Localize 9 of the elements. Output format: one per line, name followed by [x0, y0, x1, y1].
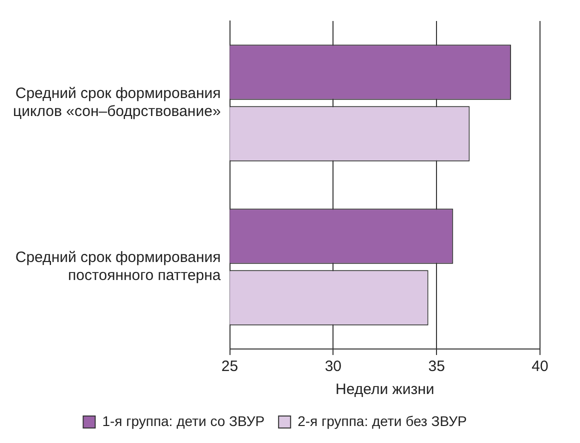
- x-tick-label: 40: [532, 358, 548, 376]
- x-axis-title: Недели жизни: [336, 381, 434, 398]
- legend-label: 2-я группа: дети без ЗВУР: [298, 412, 467, 429]
- y-tick-label: Средний срок формирования циклов «сон–бодрствование»: [13, 85, 221, 120]
- x-tick-label: 30: [324, 358, 342, 376]
- legend-label: 1-я группа: дети со ЗВУР: [102, 412, 265, 429]
- x-tick-label: 25: [221, 358, 238, 376]
- y-tick-label: Средний срок формирования постоянного паттерна: [15, 249, 222, 284]
- x-tick-label: 35: [428, 358, 445, 376]
